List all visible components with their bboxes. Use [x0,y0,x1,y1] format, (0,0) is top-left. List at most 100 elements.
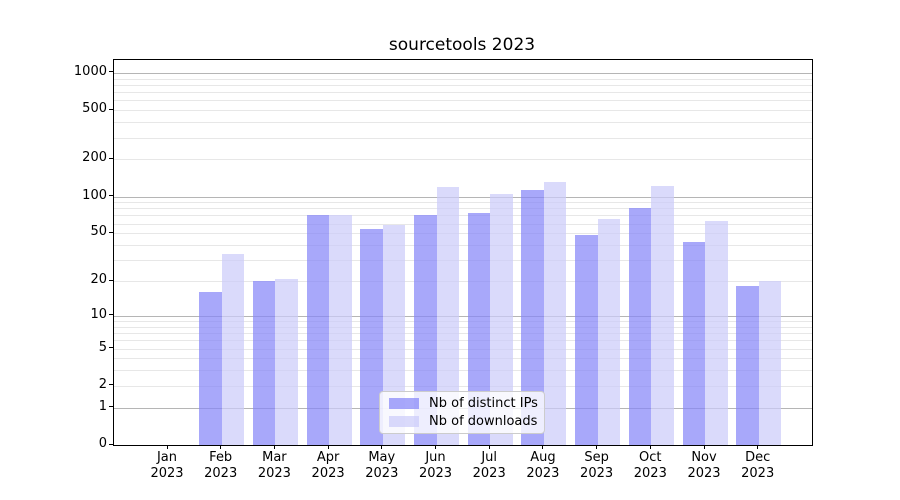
x-tick-mark-nov [703,445,705,449]
bar-jul-nb-of-downloads [490,194,513,445]
y-tick-label-20: 20 [90,272,107,287]
x-tick-mark-dec [757,445,759,449]
y-tick-label-100: 100 [82,187,107,203]
gridline-major-1000 [114,72,812,74]
y-tick-mark-5 [109,347,113,348]
legend-swatch-downloads [389,416,419,427]
x-tick-mark-sep [596,445,598,449]
gridline-minor-8 [114,326,812,328]
y-tick-mark-0 [109,443,113,445]
x-tick-label-sep: Sep 2023 [580,450,614,481]
y-tick-label-5: 5 [98,339,107,355]
bar-may-nb-of-distinct-ips [360,229,383,445]
x-tick-label-feb: Feb 2023 [204,450,238,481]
bar-aug-nb-of-distinct-ips [521,189,544,445]
gridline-major-10 [114,315,812,317]
y-tick-label-200: 200 [82,150,107,166]
gridline-minor-3 [114,370,812,372]
bar-oct-nb-of-downloads [651,185,674,445]
gridline-minor-9 [114,321,812,322]
x-tick-label-jun: Jun 2023 [418,450,453,481]
y-tick-mark-50 [109,231,113,233]
legend-label-downloads: Nb of downloads [429,414,538,429]
y-tick-label-50: 50 [90,224,107,240]
x-tick-mark-jul [488,445,490,449]
bar-may-nb-of-downloads [382,224,406,445]
y-tick-mark-10 [109,314,113,316]
x-tick-label-aug: Aug 2023 [526,450,560,481]
plot-area [113,59,813,446]
bar-sep-nb-of-distinct-ips [575,235,598,445]
bar-mar-nb-of-downloads [275,278,298,445]
gridline-minor-2 [114,385,812,387]
gridline-minor-30 [114,260,812,262]
y-tick-label-0: 0 [98,436,107,451]
gridline-minor-400 [114,122,812,124]
gridline-minor-300 [114,137,812,139]
y-tick-label-1: 1 [98,398,107,414]
y-tick-label-500: 500 [82,101,107,117]
gridline-minor-7 [114,333,812,334]
bar-feb-nb-of-distinct-ips [199,292,222,445]
bar-nov-nb-of-downloads [705,221,728,445]
y-tick-mark-1 [109,406,113,408]
x-tick-mark-may [381,445,383,449]
gridline-minor-600 [114,100,812,102]
y-tick-mark-500 [109,108,113,110]
bar-oct-nb-of-distinct-ips [628,208,652,445]
gridline-minor-800 [114,84,812,86]
x-tick-label-jul: Jul 2023 [472,450,506,481]
gridline-minor-500 [114,110,812,112]
bar-mar-nb-of-distinct-ips [252,281,276,445]
legend-swatch-distinct-ips [389,398,419,409]
gridline-minor-70 [114,215,812,217]
bar-jun-nb-of-downloads [436,186,459,445]
gridline-minor-60 [114,223,812,225]
x-tick-mark-feb [220,445,222,449]
gridline-minor-700 [114,92,812,94]
bar-nov-nb-of-distinct-ips [682,242,705,445]
chart-title: sourcetools 2023 [388,35,536,55]
x-tick-label-dec: Dec 2023 [741,450,775,481]
y-tick-mark-2 [109,384,113,386]
gridline-minor-900 [114,78,812,80]
bar-jun-nb-of-distinct-ips [414,215,437,445]
x-tick-mark-oct [649,445,651,449]
gridline-minor-200 [114,159,812,161]
gridline-minor-80 [114,208,812,210]
x-tick-label-mar: Mar 2023 [257,450,291,481]
bar-dec-nb-of-distinct-ips [736,286,759,445]
legend: Nb of distinct IPs Nb of downloads [379,391,545,434]
legend-item-distinct-ips: Nb of distinct IPs [389,396,538,411]
bar-aug-nb-of-downloads [543,181,567,445]
y-tick-label-10: 10 [90,306,107,322]
bar-feb-nb-of-downloads [221,253,245,445]
x-tick-label-nov: Nov 2023 [687,450,721,481]
x-tick-mark-aug [542,445,544,449]
x-tick-mark-jun [435,445,436,449]
x-tick-label-jan: Jan 2023 [150,450,184,481]
gridline-minor-4 [114,358,812,360]
gridline-minor-40 [114,245,812,246]
legend-item-downloads: Nb of downloads [389,414,538,429]
x-tick-mark-jan [166,445,168,449]
y-tick-label-1000: 1000 [73,63,107,79]
y-tick-label-2: 2 [98,376,107,392]
gridline-major-100 [114,196,812,198]
y-tick-mark-200 [109,157,113,159]
bar-dec-nb-of-downloads [758,281,782,445]
gridline-minor-90 [114,202,812,204]
bar-sep-nb-of-downloads [597,219,621,445]
x-tick-mark-mar [273,445,275,449]
y-tick-mark-100 [109,195,113,196]
bar-apr-nb-of-downloads [329,215,352,445]
bar-apr-nb-of-distinct-ips [306,215,330,445]
gridline-minor-20 [114,281,812,282]
gridline-minor-5 [114,348,812,350]
y-tick-mark-1000 [109,71,113,73]
y-tick-mark-20 [109,279,113,281]
x-tick-label-oct: Oct 2023 [633,450,667,481]
gridline-minor-6 [114,340,812,342]
bar-jul-nb-of-distinct-ips [467,213,491,445]
